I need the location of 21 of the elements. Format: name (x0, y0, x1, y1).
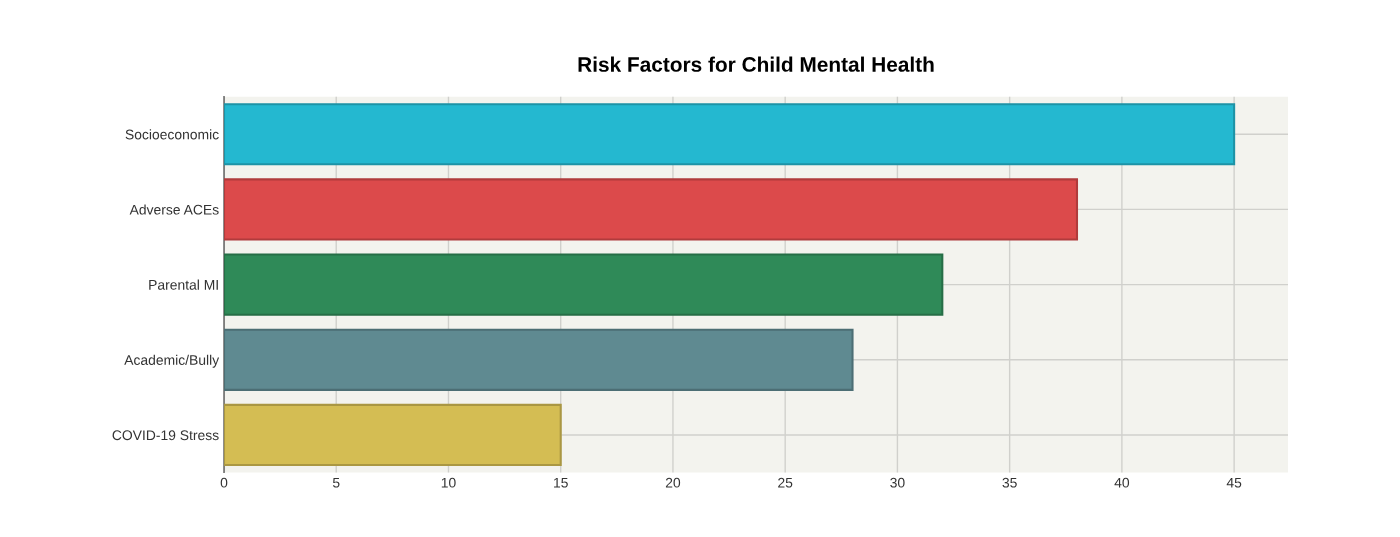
x-tick-label: 30 (890, 477, 905, 488)
bar (224, 178, 1079, 241)
y-tick-label: COVID-19 Stress (112, 430, 219, 441)
x-tick-label: 10 (441, 477, 456, 488)
chart-title: Risk Factors for Child Mental Health (578, 56, 934, 72)
x-tick-label: 15 (554, 477, 568, 488)
bar (224, 328, 854, 391)
x-tick-label: 20 (665, 477, 681, 488)
x-tick-label: 0 (220, 477, 228, 488)
x-tick-label: 35 (1002, 477, 1017, 488)
x-tick-label: 45 (1226, 477, 1242, 488)
bar (224, 103, 1236, 166)
y-tick-label: Parental MI (149, 279, 218, 290)
y-tick-label: Socioeconomic (125, 129, 219, 140)
y-tick-label: Adverse ACEs (129, 204, 219, 215)
x-tick-label: 25 (778, 477, 793, 488)
x-tick-label: 5 (332, 477, 340, 488)
y-tick-label: Academic/Bully (124, 354, 220, 368)
bar (224, 253, 944, 316)
bar (224, 403, 562, 467)
x-tick-label: 40 (1114, 477, 1130, 488)
